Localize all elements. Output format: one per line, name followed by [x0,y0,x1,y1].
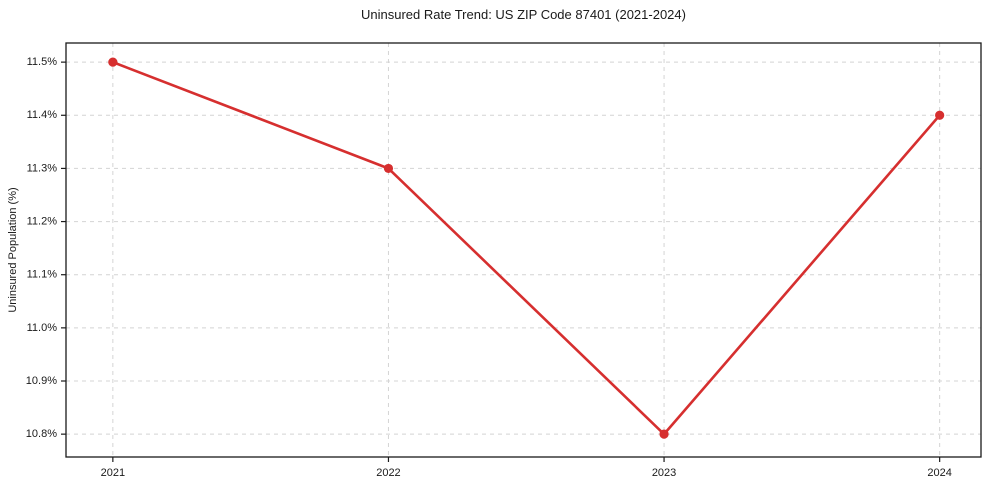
data-point-marker [659,429,669,439]
x-tick-label: 2022 [376,467,400,479]
chart-title: Uninsured Rate Trend: US ZIP Code 87401 … [361,7,686,22]
x-tick-label: 2024 [927,467,951,479]
y-tick-label: 11.0% [27,322,58,334]
data-point-marker [108,57,118,67]
x-tick-label: 2021 [101,467,125,479]
y-tick-label: 11.1% [27,269,58,281]
y-tick-label: 11.3% [27,162,58,174]
plot-border [65,42,982,458]
y-tick-label: 11.4% [27,109,58,121]
data-point-marker [935,110,945,120]
data-point-marker [383,163,394,174]
data-line [111,60,941,436]
y-tick-label: 11.2% [27,215,58,227]
y-tick-label: 10.9% [26,375,57,387]
y-tick-label: 11.5% [27,56,58,68]
x-tick-label: 2023 [652,467,676,479]
y-tick-label: 10.8% [26,428,57,440]
